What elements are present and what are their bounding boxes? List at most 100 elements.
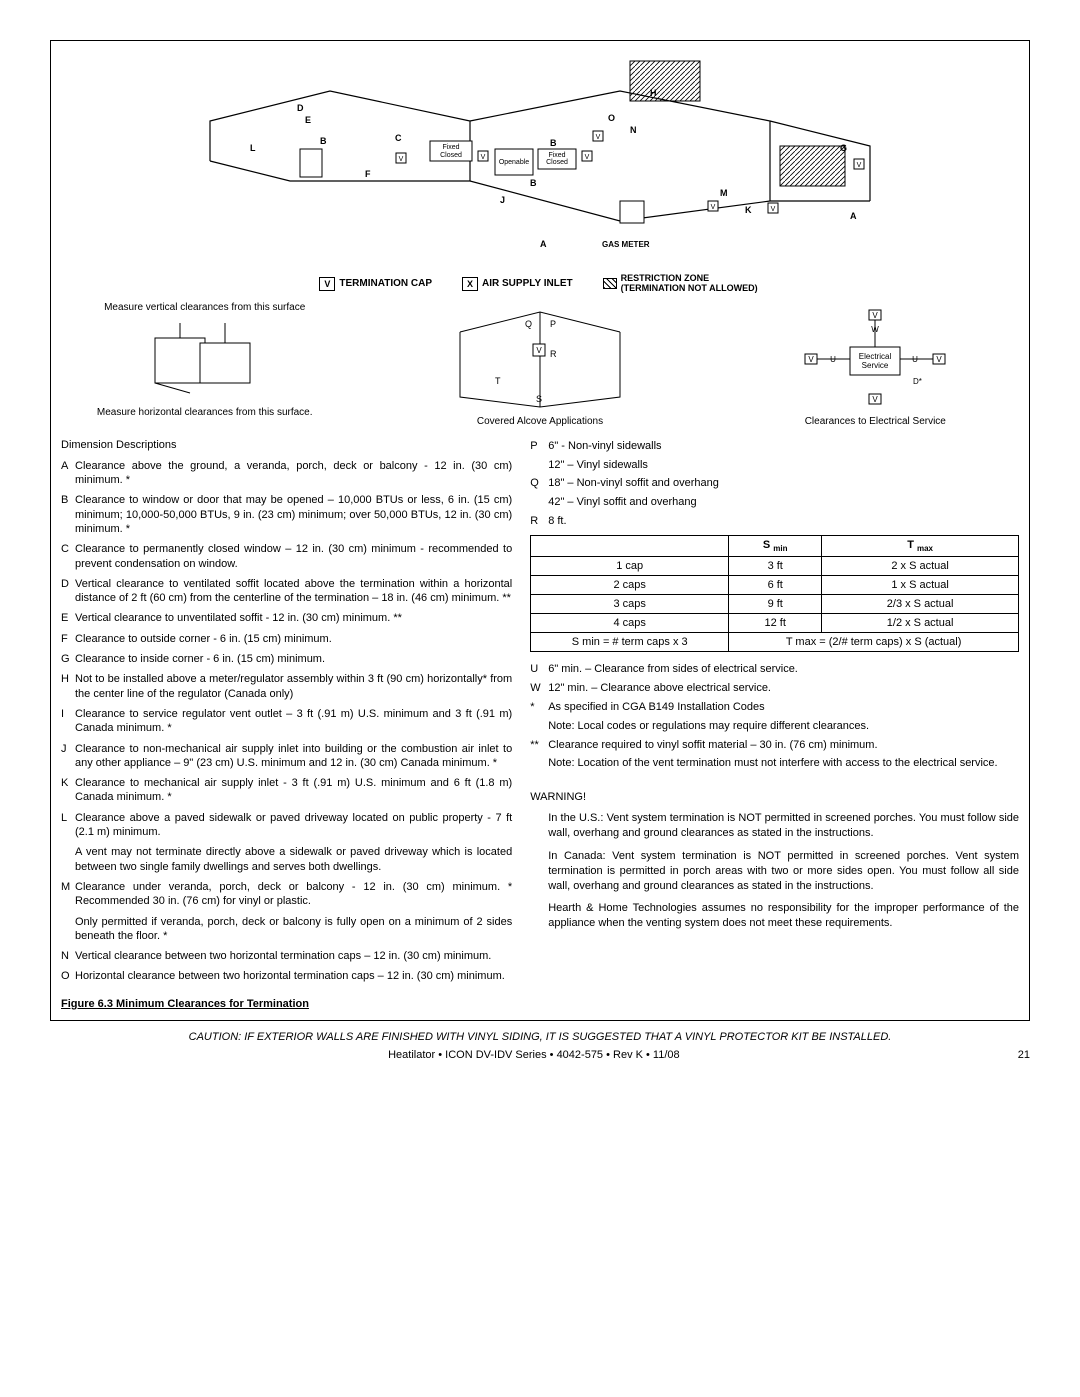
body-columns: Dimension Descriptions AClearance above … xyxy=(61,439,1019,1010)
note-text: As specified in CGA B149 Installation Co… xyxy=(548,700,1019,715)
dimension-descriptions-title: Dimension Descriptions xyxy=(61,439,512,451)
dimension-item: AClearance above the ground, a veranda, … xyxy=(61,459,512,488)
note-marker: ** xyxy=(530,738,548,753)
dim-o: O Horizontal clearance between two horiz… xyxy=(61,969,512,983)
covered-alcove-text: Covered Alcove Applications xyxy=(396,416,683,427)
dim-m: M Clearance under veranda, porch, deck o… xyxy=(61,880,512,909)
dim-text: Vertical clearance to unventilated soffi… xyxy=(75,611,512,625)
table-cell: 4 caps xyxy=(531,614,729,633)
right-item: 42" – Vinyl soffit and overhang xyxy=(530,495,1019,510)
warning-paragraph: Hearth & Home Technologies assumes no re… xyxy=(548,901,1019,931)
main-diagram: Fixed Closed Openable Fixed Closed V V V… xyxy=(61,51,1019,264)
warning-paragraph: In Canada: Vent system termination is NO… xyxy=(548,849,1019,894)
svg-text:S: S xyxy=(536,394,542,404)
table-cell: 1/2 x S actual xyxy=(822,614,1019,633)
svg-text:V: V xyxy=(937,355,943,364)
covered-alcove-diagram: V Q P R T S Covered Alcove Applications xyxy=(396,302,683,427)
right-item: Q18" – Non-vinyl soffit and overhang xyxy=(530,476,1019,491)
note-item: *As specified in CGA B149 Installation C… xyxy=(530,700,1019,715)
r-label: RESTRICTION ZONE (TERMINATION NOT ALLOWE… xyxy=(621,274,761,294)
dimension-item: LClearance above a paved sidewalk or pav… xyxy=(61,811,512,840)
v-badge: V xyxy=(319,277,335,291)
right-letter: P xyxy=(530,439,548,454)
note-item: Note: Location of the vent termination m… xyxy=(530,756,1019,771)
svg-text:Closed: Closed xyxy=(440,152,462,159)
dim-text: Clearance to mechanical air supply inlet… xyxy=(75,776,512,805)
svg-text:D: D xyxy=(297,103,304,113)
right-item: 12" – Vinyl sidewalls xyxy=(530,458,1019,473)
right-letter: R xyxy=(530,514,548,529)
right-text: 18" – Non-vinyl soffit and overhang xyxy=(548,476,1019,491)
svg-text:B: B xyxy=(320,136,327,146)
svg-text:V: V xyxy=(873,311,879,320)
x-badge: X xyxy=(462,277,478,291)
svg-text:A: A xyxy=(850,211,857,221)
dimension-item: BClearance to window or door that may be… xyxy=(61,493,512,536)
svg-text:O: O xyxy=(608,113,615,123)
formula-s: S min = # term caps x 3 xyxy=(531,633,729,652)
svg-text:D*: D* xyxy=(913,377,922,386)
table-cell: 2 caps xyxy=(531,576,729,595)
right-letter xyxy=(530,458,548,473)
svg-text:B: B xyxy=(550,138,557,148)
svg-text:Electrical: Electrical xyxy=(859,352,892,361)
right-text: 42" – Vinyl soffit and overhang xyxy=(548,495,1019,510)
svg-text:H: H xyxy=(650,88,657,98)
page-number: 21 xyxy=(1018,1049,1030,1061)
right-item: R8 ft. xyxy=(530,514,1019,529)
note-item: Note: Local codes or regulations may req… xyxy=(530,719,1019,734)
dim-text: Not to be installed above a meter/regula… xyxy=(75,672,512,701)
svg-text:G: G xyxy=(840,143,847,153)
dim-text: Clearance to non-mechanical air supply i… xyxy=(75,742,512,771)
legend-termination-cap: V TERMINATION CAP xyxy=(319,274,432,294)
table-cell: 6 ft xyxy=(729,576,822,595)
svg-text:V: V xyxy=(481,154,486,161)
svg-text:K: K xyxy=(745,205,752,215)
note-item: **Clearance required to vinyl soffit mat… xyxy=(530,738,1019,753)
right-text: 6" - Non-vinyl sidewalls xyxy=(548,439,1019,454)
note-text: Note: Local codes or regulations may req… xyxy=(548,719,1019,734)
dim-letter: N xyxy=(61,949,75,963)
notes-list: *As specified in CGA B149 Installation C… xyxy=(530,700,1019,771)
electrical-service-text: Clearances to Electrical Service xyxy=(732,416,1019,427)
note-marker xyxy=(530,756,548,771)
table-cell: 12 ft xyxy=(729,614,822,633)
svg-text:J: J xyxy=(500,195,505,205)
electrical-service-diagram: Electrical Service V W V U V U D* V Clea… xyxy=(732,302,1019,427)
legend-air-supply: X AIR SUPPLY INLET xyxy=(462,274,573,294)
dimension-item: JClearance to non-mechanical air supply … xyxy=(61,742,512,771)
right-column: P6" - Non-vinyl sidewalls 12" – Vinyl sid… xyxy=(530,439,1019,1010)
right-text: 12" – Vinyl sidewalls xyxy=(548,458,1019,473)
right-item: W12" min. – Clearance above electrical s… xyxy=(530,681,1019,696)
v-label: TERMINATION CAP xyxy=(339,278,432,289)
svg-text:A: A xyxy=(540,239,547,249)
table-cell: 1 x S actual xyxy=(822,576,1019,595)
dim-letter: M xyxy=(61,880,75,909)
legend-row: V TERMINATION CAP X AIR SUPPLY INLET RES… xyxy=(61,274,1019,294)
svg-text:V: V xyxy=(857,162,862,169)
dim-letter: F xyxy=(61,632,75,646)
svg-text:N: N xyxy=(630,125,637,135)
dim-letter: L xyxy=(61,811,75,840)
dim-letter: I xyxy=(61,707,75,736)
dim-text: Clearance under veranda, porch, deck or … xyxy=(75,880,512,909)
dim-letter: G xyxy=(61,652,75,666)
svg-text:P: P xyxy=(550,319,556,329)
dim-m-subtext: Only permitted if veranda, porch, deck o… xyxy=(75,915,512,944)
dimension-list: AClearance above the ground, a veranda, … xyxy=(61,459,512,840)
table-row: 4 caps12 ft1/2 x S actual xyxy=(531,614,1019,633)
svg-text:V: V xyxy=(771,206,776,213)
dim-text: Clearance above the ground, a veranda, p… xyxy=(75,459,512,488)
right-letter: W xyxy=(530,681,548,696)
dim-letter: K xyxy=(61,776,75,805)
hatched-icon xyxy=(603,278,617,289)
footer-center: Heatilator • ICON DV-IDV Series • 4042-5… xyxy=(388,1049,680,1061)
dim-letter: B xyxy=(61,493,75,536)
svg-text:F: F xyxy=(365,169,371,179)
x-label: AIR SUPPLY INLET xyxy=(482,278,573,289)
svg-text:M: M xyxy=(720,188,728,198)
note-text: Note: Location of the vent termination m… xyxy=(548,756,1019,771)
dim-text: Clearance above a paved sidewalk or pave… xyxy=(75,811,512,840)
th-smin: S min xyxy=(729,536,822,557)
legend-restriction: RESTRICTION ZONE (TERMINATION NOT ALLOWE… xyxy=(603,274,761,294)
